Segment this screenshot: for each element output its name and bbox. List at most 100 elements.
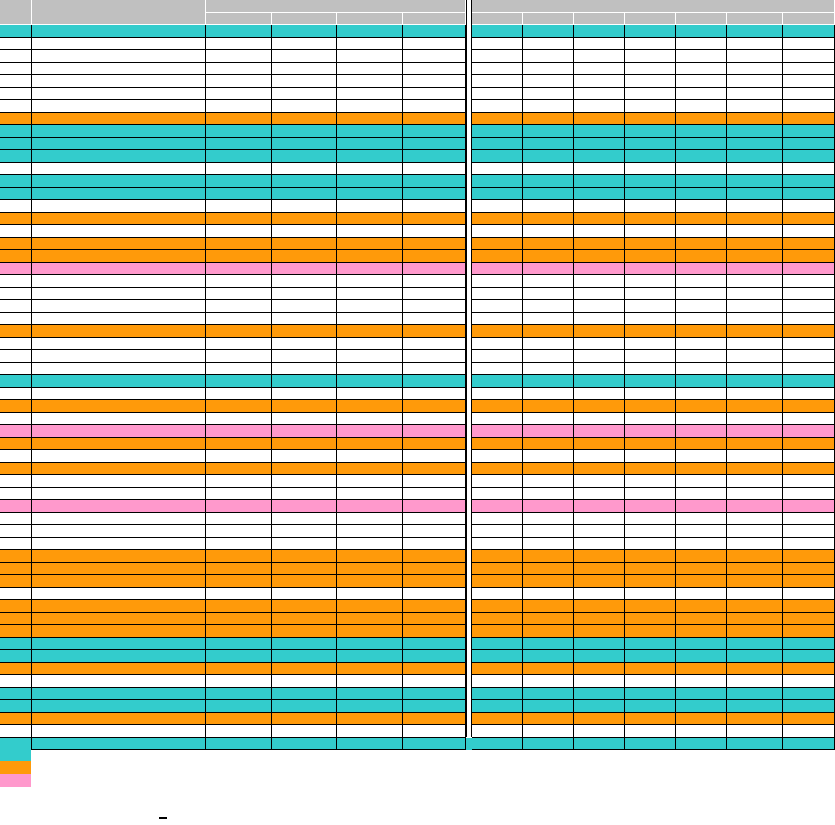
- value-cell[interactable]: [574, 50, 625, 63]
- value-cell[interactable]: [472, 450, 523, 463]
- value-cell[interactable]: [676, 712, 727, 725]
- value-cell[interactable]: [403, 350, 466, 363]
- value-cell[interactable]: [676, 600, 727, 613]
- value-cell[interactable]: [523, 562, 574, 575]
- value-cell[interactable]: [727, 362, 783, 375]
- value-cell[interactable]: [676, 612, 727, 625]
- value-cell[interactable]: [727, 262, 783, 275]
- value-cell[interactable]: [337, 337, 403, 350]
- value-cell[interactable]: [272, 25, 337, 38]
- value-cell[interactable]: [523, 437, 574, 450]
- value-cell[interactable]: [625, 575, 676, 588]
- row-name-cell[interactable]: [32, 612, 206, 625]
- value-cell[interactable]: [403, 637, 466, 650]
- value-cell[interactable]: [574, 712, 625, 725]
- value-cell[interactable]: [676, 37, 727, 50]
- value-cell[interactable]: [337, 662, 403, 675]
- value-cell[interactable]: [337, 312, 403, 325]
- value-cell[interactable]: [625, 75, 676, 88]
- value-cell[interactable]: [337, 362, 403, 375]
- value-cell[interactable]: [472, 437, 523, 450]
- value-cell[interactable]: [523, 537, 574, 550]
- value-cell[interactable]: [783, 562, 835, 575]
- value-cell[interactable]: [403, 212, 466, 225]
- value-cell[interactable]: [625, 125, 676, 138]
- value-cell[interactable]: [206, 637, 272, 650]
- value-cell[interactable]: [676, 662, 727, 675]
- value-cell[interactable]: [783, 487, 835, 500]
- row-number-cell[interactable]: [0, 387, 32, 400]
- value-cell[interactable]: [676, 137, 727, 150]
- value-cell[interactable]: [523, 600, 574, 613]
- row-name-cell[interactable]: [32, 412, 206, 425]
- value-cell[interactable]: [403, 225, 466, 238]
- value-cell[interactable]: [403, 662, 466, 675]
- value-cell[interactable]: [676, 337, 727, 350]
- value-cell[interactable]: [272, 675, 337, 688]
- row-name-cell[interactable]: [32, 75, 206, 88]
- value-cell[interactable]: [783, 87, 835, 100]
- row-number-cell[interactable]: [0, 25, 32, 38]
- row-number-cell[interactable]: [0, 587, 32, 600]
- value-cell[interactable]: [625, 375, 676, 388]
- value-cell[interactable]: [206, 725, 272, 738]
- value-cell[interactable]: [727, 725, 783, 738]
- value-cell[interactable]: [783, 150, 835, 163]
- value-cell[interactable]: [272, 737, 337, 750]
- value-cell[interactable]: [206, 125, 272, 138]
- value-cell[interactable]: [272, 137, 337, 150]
- value-cell[interactable]: [403, 375, 466, 388]
- value-cell[interactable]: [272, 212, 337, 225]
- value-cell[interactable]: [574, 150, 625, 163]
- value-cell[interactable]: [272, 650, 337, 663]
- value-cell[interactable]: [472, 612, 523, 625]
- value-cell[interactable]: [783, 537, 835, 550]
- row-name-cell[interactable]: [32, 437, 206, 450]
- row-name-cell[interactable]: [32, 512, 206, 525]
- value-cell[interactable]: [523, 312, 574, 325]
- value-cell[interactable]: [676, 162, 727, 175]
- value-cell[interactable]: [206, 375, 272, 388]
- value-cell[interactable]: [783, 425, 835, 438]
- value-cell[interactable]: [727, 550, 783, 563]
- value-cell[interactable]: [574, 162, 625, 175]
- value-cell[interactable]: [206, 337, 272, 350]
- value-cell[interactable]: [676, 212, 727, 225]
- value-cell[interactable]: [472, 625, 523, 638]
- value-cell[interactable]: [472, 475, 523, 488]
- value-cell[interactable]: [727, 537, 783, 550]
- row-name-cell[interactable]: [32, 350, 206, 363]
- value-cell[interactable]: [472, 587, 523, 600]
- value-cell[interactable]: [676, 650, 727, 663]
- value-cell[interactable]: [523, 612, 574, 625]
- value-cell[interactable]: [337, 200, 403, 213]
- value-cell[interactable]: [337, 112, 403, 125]
- value-cell[interactable]: [472, 425, 523, 438]
- value-cell[interactable]: [783, 437, 835, 450]
- value-cell[interactable]: [783, 175, 835, 188]
- row-number-cell[interactable]: [0, 537, 32, 550]
- row-number-cell[interactable]: [0, 312, 32, 325]
- value-cell[interactable]: [574, 350, 625, 363]
- row-name-cell[interactable]: [32, 487, 206, 500]
- value-cell[interactable]: [337, 600, 403, 613]
- value-cell[interactable]: [676, 437, 727, 450]
- value-cell[interactable]: [206, 575, 272, 588]
- row-name-cell[interactable]: [32, 25, 206, 38]
- value-cell[interactable]: [403, 612, 466, 625]
- value-cell[interactable]: [337, 100, 403, 113]
- row-name-cell[interactable]: [32, 537, 206, 550]
- value-cell[interactable]: [403, 512, 466, 525]
- value-cell[interactable]: [574, 300, 625, 313]
- row-name-cell[interactable]: [32, 125, 206, 138]
- row-number-cell[interactable]: [0, 725, 32, 738]
- value-cell[interactable]: [625, 725, 676, 738]
- value-cell[interactable]: [206, 325, 272, 338]
- row-number-cell[interactable]: [0, 300, 32, 313]
- value-cell[interactable]: [574, 112, 625, 125]
- value-cell[interactable]: [272, 250, 337, 263]
- row-number-cell[interactable]: [0, 600, 32, 613]
- value-cell[interactable]: [727, 25, 783, 38]
- value-cell[interactable]: [676, 375, 727, 388]
- value-cell[interactable]: [676, 512, 727, 525]
